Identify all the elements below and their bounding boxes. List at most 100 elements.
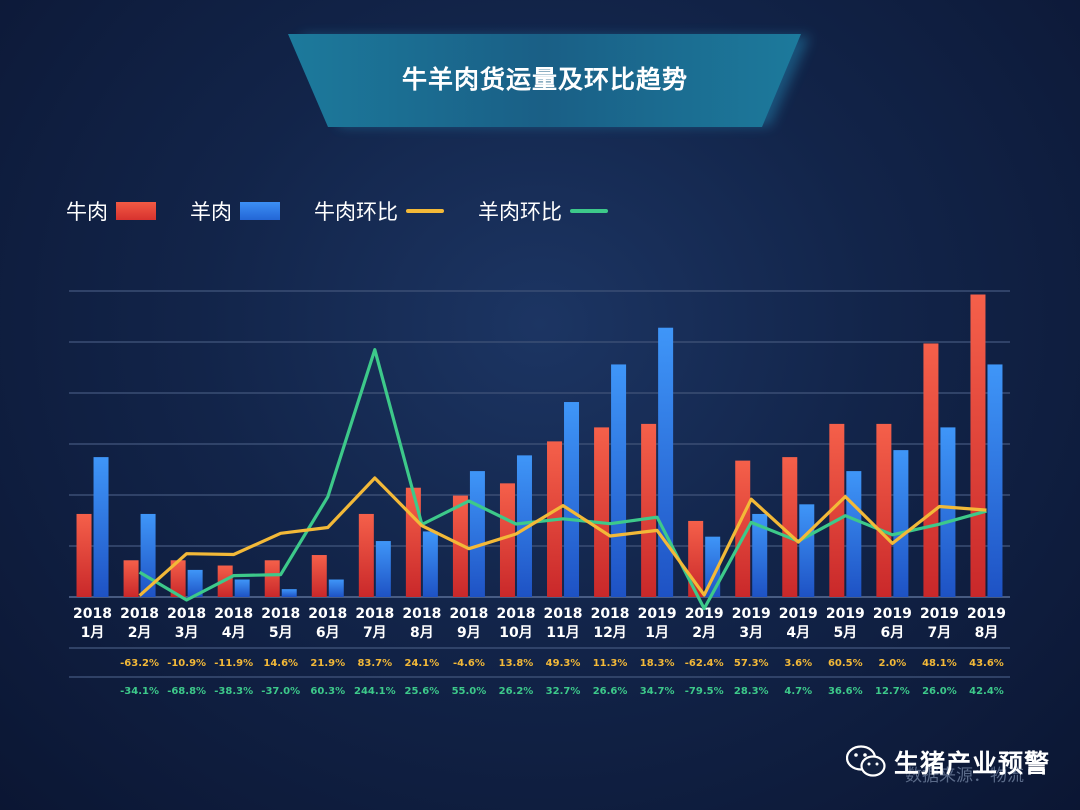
bar-beef: [499, 483, 515, 597]
x-tick-month: 9月: [457, 625, 481, 641]
mom-label-beef: 60.5%: [828, 658, 863, 669]
bar-mutton: [658, 327, 674, 597]
chart-title: 牛羊肉货运量及环比趋势: [401, 65, 688, 94]
mom-label-beef: 57.3%: [734, 658, 769, 669]
bar-mutton: [611, 364, 627, 597]
legend-label-mutton: 羊肉: [190, 200, 232, 224]
line-mutton-mom: [138, 348, 987, 611]
mom-label-beef: 13.8%: [499, 658, 534, 669]
mom-label-beef: 49.3%: [546, 658, 581, 669]
x-tick-month: 8月: [410, 625, 434, 641]
legend-swatch-mutton: [240, 202, 280, 220]
mom-label-mutton: 60.3%: [310, 686, 345, 697]
x-tick-year: 2019: [732, 606, 771, 622]
bar-beef: [170, 560, 186, 597]
mom-label-beef: 24.1%: [405, 658, 440, 669]
mom-label-beef: 43.6%: [969, 658, 1004, 669]
x-tick-year: 2018: [591, 606, 630, 622]
watermark-brand: 生猪产业预警: [893, 749, 1050, 778]
legend: 牛肉 羊肉 牛肉环比 羊肉环比: [66, 196, 642, 226]
x-tick-year: 2019: [685, 606, 724, 622]
legend-swatch-beef: [116, 202, 156, 220]
mom-label-beef: 21.9%: [310, 658, 345, 669]
bar-beef: [970, 294, 986, 597]
x-tick-month: 10月: [499, 625, 532, 641]
x-tick-month: 6月: [316, 625, 340, 641]
x-tick-year: 2018: [261, 606, 300, 622]
mom-label-mutton: 244.1%: [354, 686, 396, 697]
bar-mutton: [752, 513, 768, 597]
x-tick-year: 2018: [308, 606, 347, 622]
mom-label-beef: 14.6%: [263, 658, 298, 669]
bar-beef: [735, 460, 751, 597]
bars: [76, 294, 1003, 597]
mom-label-mutton: 25.6%: [405, 686, 440, 697]
bar-beef: [311, 555, 327, 597]
mom-label-beef: 48.1%: [922, 658, 957, 669]
bar-beef: [829, 423, 845, 597]
mom-label-mutton: -37.0%: [261, 686, 300, 697]
bar-beef: [782, 457, 798, 597]
bar-mutton: [516, 455, 532, 597]
bar-beef: [876, 423, 892, 597]
mom-table: -63.2% -34.1% -10.9% -68.8% -11.9% -38.3% 14.6…: [69, 647, 1010, 697]
mom-label-mutton: 4.7%: [784, 686, 812, 697]
bar-mutton: [846, 471, 862, 597]
bar-beef: [123, 560, 139, 597]
bar-mutton: [469, 471, 485, 597]
x-tick-month: 4月: [786, 625, 810, 641]
x-tick-month: 7月: [363, 625, 387, 641]
bar-beef: [641, 423, 657, 597]
bar-mutton: [987, 364, 1003, 597]
mom-label-beef: -10.9%: [167, 658, 206, 669]
x-tick-month: 1月: [81, 625, 105, 641]
legend-item-beef-mom: 牛肉环比: [314, 196, 444, 226]
mom-label-mutton: -68.8%: [167, 686, 206, 697]
title-banner: [288, 34, 810, 127]
mom-label-mutton: 12.7%: [875, 686, 910, 697]
mom-label-beef: 11.3%: [593, 658, 628, 669]
legend-item-mutton: 羊肉: [190, 196, 280, 226]
mom-label-mutton: -79.5%: [685, 686, 724, 697]
lines: [138, 348, 987, 611]
x-tick-month: 8月: [975, 625, 999, 641]
mom-label-mutton: -34.1%: [120, 686, 159, 697]
bar-mutton: [799, 504, 815, 597]
x-tick-year: 2018: [544, 606, 583, 622]
bar-mutton: [328, 579, 344, 597]
mom-label-beef: 2.0%: [879, 658, 907, 669]
line-beef-mom: [138, 476, 987, 597]
mom-label-mutton: 42.4%: [969, 686, 1004, 697]
bar-mutton: [93, 457, 109, 597]
x-tick-year: 2018: [449, 606, 488, 622]
bar-beef: [264, 560, 280, 597]
bar-mutton: [940, 427, 956, 597]
gridlines: [69, 290, 1010, 598]
x-tick-month: 3月: [739, 625, 763, 641]
bar-beef: [76, 513, 92, 597]
mom-label-beef: 3.6%: [784, 658, 812, 669]
mom-label-mutton: 55.0%: [452, 686, 487, 697]
legend-label-beef: 牛肉: [66, 200, 108, 224]
wechat-icon: [845, 745, 886, 777]
x-tick-year: 2019: [638, 606, 677, 622]
x-tick-month: 3月: [175, 625, 199, 641]
x-tick-year: 2019: [967, 606, 1006, 622]
bar-mutton: [375, 541, 391, 597]
legend-swatch-beef-mom: [406, 209, 444, 213]
mom-label-mutton: 26.2%: [499, 686, 534, 697]
bar-mutton: [234, 579, 250, 597]
x-tick-year: 2018: [167, 606, 206, 622]
mom-label-mutton: 34.7%: [640, 686, 675, 697]
x-tick-year: 2019: [826, 606, 865, 622]
x-tick-month: 4月: [222, 625, 246, 641]
x-tick-year: 2018: [355, 606, 394, 622]
bar-beef: [923, 343, 939, 597]
x-axis: 2018 1月 2018 2月 2018 3月 2018 4月 2018 5月 2018 6月 2018…: [73, 606, 1006, 641]
mom-label-beef: -4.6%: [453, 658, 485, 669]
bar-beef: [594, 427, 610, 597]
x-tick-month: 7月: [928, 625, 952, 641]
bar-mutton: [422, 531, 438, 597]
x-tick-month: 2月: [128, 625, 152, 641]
mom-label-mutton: -38.3%: [214, 686, 253, 697]
